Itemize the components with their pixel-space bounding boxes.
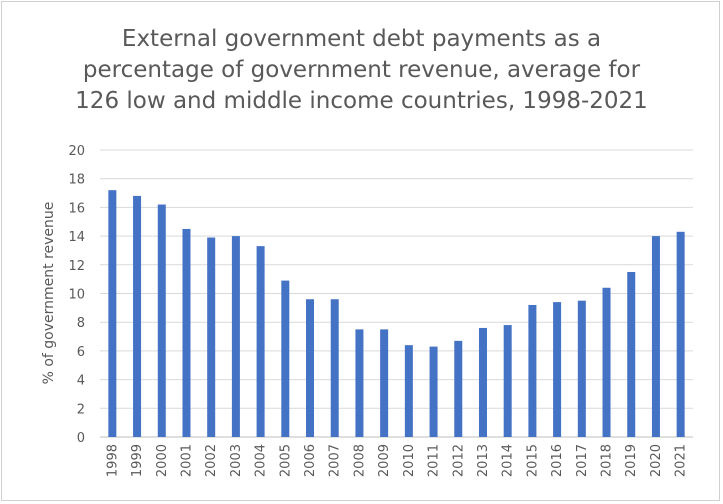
x-tick-label: 2006 <box>303 444 318 477</box>
bar-2007 <box>330 299 339 437</box>
bar-2002 <box>207 237 216 437</box>
x-tick-label: 2014 <box>501 444 516 477</box>
bar-2021 <box>676 231 685 437</box>
bar-2006 <box>306 299 315 437</box>
y-tick-label: 6 <box>77 345 85 360</box>
x-tick-label: 2000 <box>155 444 170 477</box>
x-tick-label: 2017 <box>575 444 590 477</box>
bar-2005 <box>281 280 290 437</box>
bar-2009 <box>380 329 389 437</box>
bar-2014 <box>503 325 512 437</box>
bar-2004 <box>256 246 265 437</box>
bar-2017 <box>577 300 586 437</box>
bar-2001 <box>182 228 191 437</box>
x-tick-label: 2015 <box>525 444 540 477</box>
x-tick-label: 2011 <box>427 444 442 477</box>
bar-2000 <box>157 204 166 437</box>
x-tick-label: 1999 <box>130 444 145 477</box>
x-tick-label: 2012 <box>451 444 466 477</box>
x-tick-label: 2013 <box>476 444 491 477</box>
chart-title: External government debt payments as a p… <box>0 24 723 117</box>
x-tick-label: 2019 <box>624 444 639 477</box>
y-tick-label: 2 <box>77 402 85 417</box>
bar-2020 <box>651 236 660 437</box>
bar-1999 <box>133 195 142 437</box>
x-tick-label: 2009 <box>377 444 392 477</box>
bar-2011 <box>429 346 438 437</box>
y-tick-label: 4 <box>77 374 85 389</box>
x-tick-label: 2007 <box>328 444 343 477</box>
y-tick-label: 18 <box>68 173 85 188</box>
x-tick-label: 2018 <box>600 444 615 477</box>
y-axis-label: % of government revenue <box>41 202 57 385</box>
x-tick-label: 2001 <box>179 444 194 477</box>
bars <box>108 190 685 437</box>
bar-2016 <box>553 302 562 437</box>
x-axis-ticks: 1998 1999 2000 2001 2002 2003 2004 2005 2006 2007… <box>105 444 688 477</box>
y-tick-label: 16 <box>68 201 85 216</box>
y-tick-label: 20 <box>68 144 85 159</box>
x-tick-label: 2021 <box>674 444 689 477</box>
bar-2012 <box>454 340 463 437</box>
bar-2003 <box>231 236 240 437</box>
chart-title-line-3: 126 low and middle income countries, 199… <box>75 88 648 114</box>
bar-2019 <box>627 271 636 437</box>
bar-1998 <box>108 190 117 437</box>
y-tick-label: 0 <box>77 431 85 446</box>
chart-title-line-1: External government debt payments as a <box>121 26 602 52</box>
bar-2008 <box>355 329 364 437</box>
bar-2015 <box>528 304 537 437</box>
x-tick-label: 2016 <box>550 444 565 477</box>
bar-2013 <box>478 327 487 437</box>
x-tick-label: 2010 <box>402 444 417 477</box>
x-tick-label: 2020 <box>649 444 664 477</box>
y-tick-label: 12 <box>68 259 85 274</box>
x-tick-label: 1998 <box>105 444 120 477</box>
bar-2018 <box>602 287 611 437</box>
y-tick-label: 14 <box>68 230 85 245</box>
chart-title-line-2: percentage of government revenue, averag… <box>82 57 641 83</box>
x-tick-label: 2003 <box>229 444 244 477</box>
y-tick-label: 8 <box>77 316 85 331</box>
x-tick-label: 2002 <box>204 444 219 477</box>
y-tick-label: 10 <box>68 288 85 303</box>
y-axis-ticks: 0 2 4 6 8 10 12 14 16 18 20 <box>68 144 85 446</box>
gridlines <box>100 149 693 438</box>
bar-2010 <box>404 345 413 437</box>
x-tick-label: 2008 <box>352 444 367 477</box>
x-tick-label: 2004 <box>254 444 269 477</box>
x-tick-label: 2005 <box>278 444 293 477</box>
